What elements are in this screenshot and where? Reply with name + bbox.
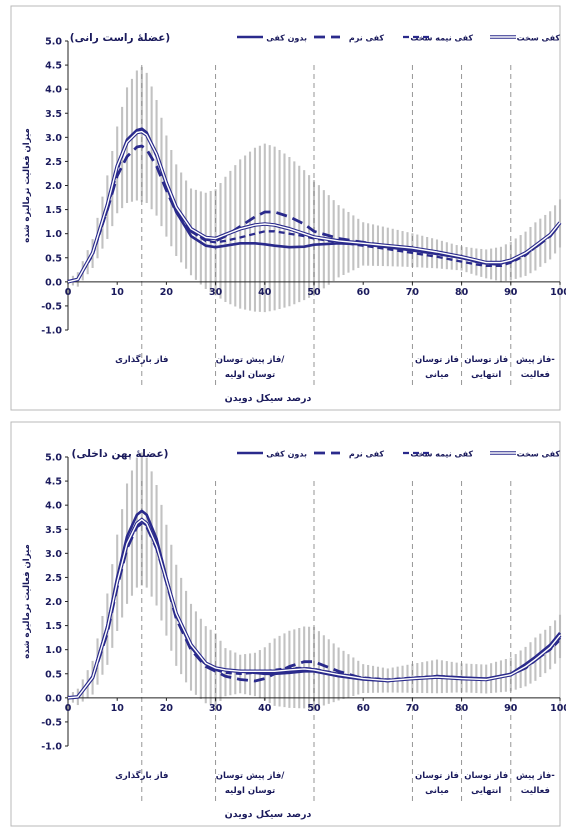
chart-panel-rectus-femoris: 5.0 4.5 4.0 3.5 3.0 2.5 2.0 1.5 1.0 0.5 0.0 -0.5 -1.… — [10, 5, 566, 411]
x-tick-label: 70 — [406, 287, 420, 298]
x-tick-label: 0 — [65, 287, 72, 298]
y-tick-label: 4.0 — [45, 501, 62, 512]
x-tick-label: 80 — [455, 287, 469, 298]
x-tick-label: 20 — [160, 287, 174, 298]
y-tick-label: 3.5 — [45, 525, 62, 536]
y-axis-title: میزان فعالیت نرمالیزه شده — [22, 544, 32, 658]
phase-label: فاز توسان — [415, 771, 459, 781]
phase-label: فاز توسان — [464, 355, 508, 365]
x-tick-label: 20 — [160, 703, 174, 714]
legend-label: کفی سخت — [517, 450, 561, 459]
x-tick-label: 60 — [357, 703, 371, 714]
y-tick-label: -1.0 — [41, 742, 62, 753]
y-tick-label: 1.5 — [45, 205, 62, 216]
y-tick-label: 3.5 — [45, 109, 62, 120]
x-tick-label: 30 — [209, 703, 223, 714]
chart-title: (عضلهٔ راست رانی) — [70, 32, 170, 44]
x-tick-label: 50 — [307, 703, 321, 714]
phase-label: فعالیت — [521, 370, 550, 380]
series-path — [67, 518, 561, 699]
y-tick-label: 4.5 — [45, 61, 62, 72]
legend-label: کفی نیمه سخت — [410, 450, 473, 459]
y-tick-label: 4.0 — [45, 85, 62, 96]
legend-label: کفی سخت — [517, 34, 561, 43]
legend-label: کفی نرم — [349, 34, 384, 43]
chart-vastus-medialis: 5.0 4.5 4.0 3.5 3.0 2.5 2.0 1.5 1.0 0.5 0.0 -0.5 -1.… — [10, 421, 566, 827]
phase-label: توسان اولیه — [225, 786, 275, 796]
x-tick-label: 70 — [406, 703, 420, 714]
series-line — [67, 517, 562, 700]
y-axis-title: میزان فعالیت نرمالیزه شده — [22, 128, 32, 242]
y-tick-label: 1.5 — [45, 621, 62, 632]
chart-panel-vastus-medialis: 5.0 4.5 4.0 3.5 3.0 2.5 2.0 1.5 1.0 0.5 0.0 -0.5 -1.… — [0, 416, 566, 832]
y-tick-label: 3.0 — [45, 133, 62, 144]
y-tick-label: 2.0 — [45, 597, 62, 608]
y-tick-label: -0.5 — [41, 717, 62, 728]
y-tick-label: 5.0 — [45, 453, 62, 464]
chart-frame — [10, 421, 561, 827]
y-tick-label: 1.0 — [45, 229, 62, 240]
y-tick-label: 0.0 — [45, 277, 62, 288]
chart-title: (عضلهٔ پهن داخلی) — [72, 448, 169, 460]
y-tick-label: 1.0 — [45, 645, 62, 656]
y-tick-label: 2.0 — [45, 181, 62, 192]
y-tick-label: 2.5 — [45, 157, 62, 168]
x-tick-label: 50 — [307, 287, 321, 298]
phase-label: انتهایی — [471, 370, 501, 380]
x-axis-title: درصد سیکل دویدن — [225, 809, 312, 820]
phase-label: میانی — [425, 786, 449, 796]
series-path — [67, 130, 561, 283]
phase-label: میانی — [425, 370, 449, 380]
phase-label: فاز پیش توسان/ — [216, 355, 286, 365]
series-line — [67, 144, 562, 284]
legend-label: بدون کفی — [266, 450, 307, 459]
phase-label: فاز پیش- — [516, 355, 555, 365]
x-tick-label: 40 — [258, 703, 272, 714]
phase-label: فاز بارگذاری — [115, 354, 168, 365]
phase-label: فعالیت — [521, 786, 550, 796]
y-tick-label: 0.5 — [45, 253, 62, 264]
x-tick-label: 60 — [357, 287, 371, 298]
x-tick-label: 10 — [111, 287, 125, 298]
y-tick-label: -0.5 — [41, 301, 62, 312]
y-tick-label: 2.5 — [45, 573, 62, 584]
legend-label: بدون کفی — [266, 34, 307, 43]
x-tick-label: 90 — [504, 287, 518, 298]
x-tick-label: 40 — [258, 287, 272, 298]
x-axis-title: درصد سیکل دویدن — [225, 393, 312, 404]
phase-label: فاز توسان — [464, 771, 508, 781]
x-tick-label: 100 — [550, 287, 566, 298]
phase-label: انتهایی — [471, 786, 501, 796]
legend-label: کفی نرم — [349, 450, 384, 459]
y-tick-label: 0.0 — [45, 693, 62, 704]
y-tick-label: -1.0 — [41, 326, 62, 337]
x-tick-label: 90 — [504, 703, 518, 714]
x-tick-label: 30 — [209, 287, 223, 298]
phase-label: فاز پیش توسان/ — [216, 771, 286, 781]
x-tick-label: 0 — [65, 703, 72, 714]
chart-rectus-femoris: 5.0 4.5 4.0 3.5 3.0 2.5 2.0 1.5 1.0 0.5 0.0 -0.5 -1.… — [10, 5, 566, 411]
y-tick-label: 5.0 — [45, 37, 62, 48]
y-tick-label: 3.0 — [45, 549, 62, 560]
x-tick-label: 10 — [111, 703, 125, 714]
series-line — [67, 129, 562, 284]
y-tick-label: 4.5 — [45, 477, 62, 488]
y-tick-label: 0.5 — [45, 669, 62, 680]
x-tick-label: 100 — [550, 703, 566, 714]
phase-label: فاز بارگذاری — [115, 770, 168, 781]
phase-label: توسان اولیه — [225, 370, 275, 380]
legend-label: کفی نیمه سخت — [410, 34, 473, 43]
x-tick-label: 80 — [455, 703, 469, 714]
phase-label: فاز توسان — [415, 355, 459, 365]
phase-label: فاز پیش- — [516, 771, 555, 781]
series-path — [67, 144, 562, 284]
